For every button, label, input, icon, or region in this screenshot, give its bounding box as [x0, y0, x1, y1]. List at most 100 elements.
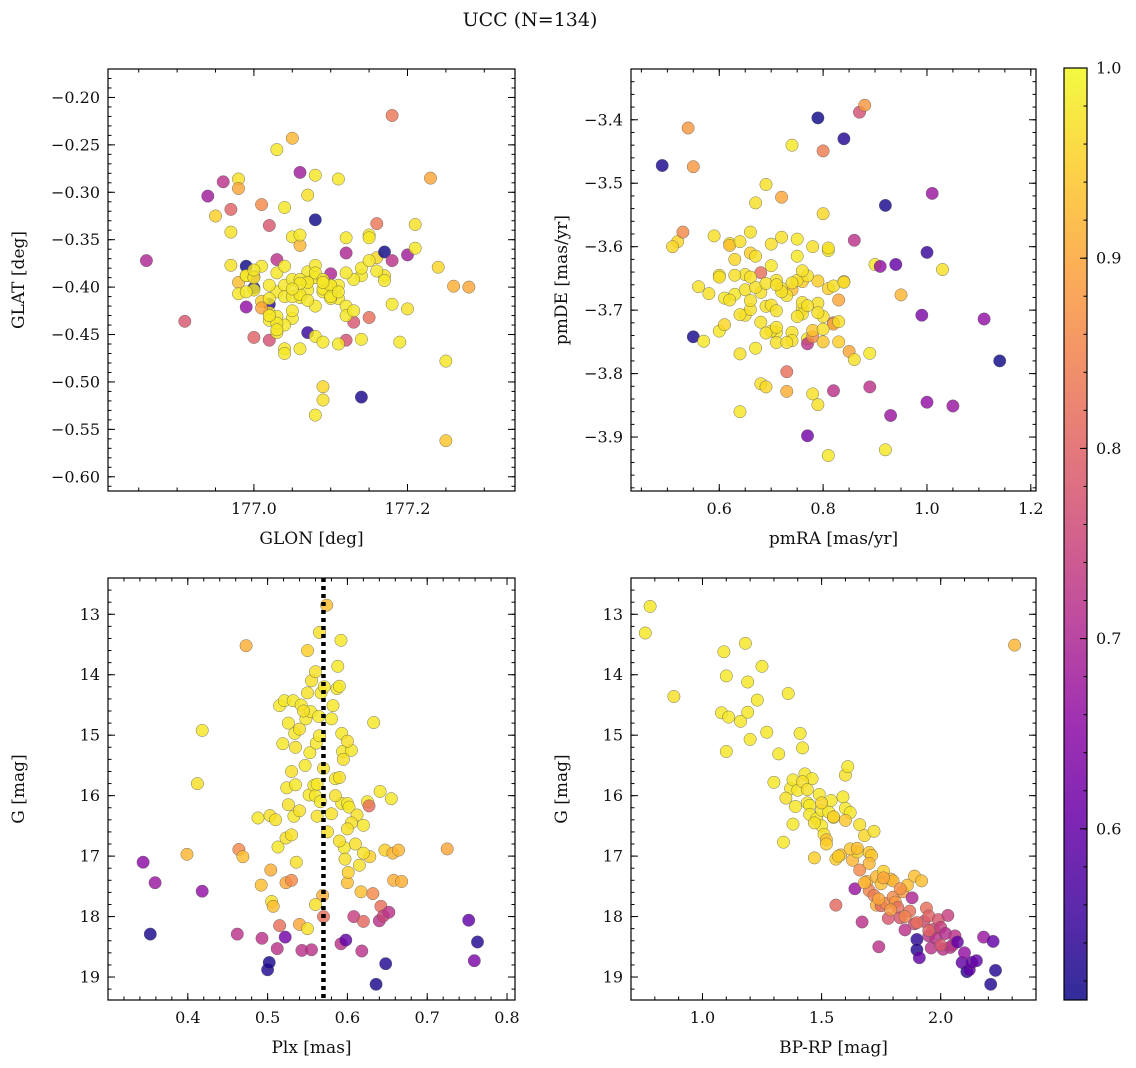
data-point: [879, 443, 892, 457]
data-point: [733, 308, 747, 321]
data-point: [408, 241, 422, 255]
data-point: [285, 873, 298, 887]
data-point: [273, 919, 286, 932]
data-point: [922, 924, 936, 937]
data-point: [707, 229, 721, 243]
data-point: [666, 240, 679, 254]
data-point: [325, 712, 338, 726]
data-point: [331, 285, 345, 299]
data-point: [946, 399, 960, 413]
data-point: [195, 884, 209, 898]
data-point: [339, 246, 353, 260]
data-point: [439, 434, 453, 448]
data-point: [780, 336, 794, 349]
x-tick-label: 177.0: [231, 499, 277, 518]
data-point: [811, 398, 825, 412]
x-axis-label: Plx [mas]: [271, 1038, 351, 1058]
data-point: [316, 335, 330, 349]
data-point: [795, 264, 809, 278]
axes-frame: [107, 577, 516, 1001]
data-point: [780, 384, 794, 398]
data-point: [255, 198, 269, 212]
data-point: [743, 733, 757, 746]
y-tick-label: 19: [603, 968, 623, 987]
data-point: [905, 891, 919, 905]
data-point: [289, 778, 302, 792]
x-tick-label: 1.2: [1018, 499, 1043, 518]
x-tick-label: 0.4: [175, 1008, 200, 1027]
data-point: [734, 714, 747, 728]
x-tick-label: 177.2: [385, 499, 431, 518]
data-point: [816, 335, 830, 349]
data-point: [195, 724, 209, 737]
data-point: [986, 935, 1000, 948]
data-point: [785, 138, 799, 152]
data-point: [281, 716, 295, 730]
data-point: [793, 727, 807, 740]
data-point: [837, 132, 851, 146]
axes-frame: [107, 68, 516, 492]
data-point: [395, 875, 409, 888]
data-point: [915, 874, 928, 888]
y-axis-label: GLAT [deg]: [9, 231, 29, 329]
y-tick-label: −0.50: [51, 372, 100, 391]
data-point: [139, 254, 153, 268]
data-point: [310, 809, 324, 823]
data-point: [759, 326, 773, 340]
data-point: [332, 679, 346, 693]
data-point: [853, 818, 867, 832]
data-point: [331, 337, 345, 351]
data-point: [285, 282, 299, 296]
data-point: [717, 645, 731, 659]
data-point: [293, 165, 307, 179]
axes-frame: [630, 577, 1037, 1001]
data-point: [143, 927, 157, 941]
data-point: [247, 263, 261, 277]
data-point: [285, 765, 298, 778]
data-point: [744, 294, 757, 307]
x-axis-label: pmRA [mas/yr]: [769, 529, 898, 549]
data-point: [789, 800, 802, 813]
data-point: [431, 260, 445, 274]
data-point: [362, 231, 376, 245]
data-point: [355, 944, 369, 958]
data-point: [339, 933, 353, 947]
data-point: [424, 171, 437, 185]
data-point: [800, 783, 814, 796]
data-point: [733, 405, 747, 419]
data-point: [293, 804, 306, 818]
data-point: [334, 633, 348, 647]
y-axis-label: pmDE [mas/yr]: [552, 215, 572, 345]
data-point: [270, 323, 284, 337]
data-point: [749, 196, 762, 210]
data-point: [920, 245, 934, 259]
data-point: [232, 182, 245, 195]
data-point: [462, 913, 476, 927]
data-point: [180, 847, 194, 861]
data-point: [264, 863, 278, 877]
data-point: [889, 258, 903, 271]
data-point: [760, 725, 774, 739]
data-point: [764, 237, 778, 251]
y-tick-label: 19: [80, 968, 100, 987]
data-point: [712, 270, 726, 284]
y-tick-label: 17: [80, 847, 100, 866]
y-tick-label: −0.55: [51, 420, 100, 439]
data-point: [850, 841, 864, 855]
y-tick-label: 15: [603, 726, 623, 745]
data-point: [744, 270, 757, 284]
y-tick-label: 18: [603, 907, 623, 926]
data-point: [993, 354, 1007, 368]
data-point: [780, 365, 794, 379]
data-point: [297, 704, 310, 718]
data-point: [369, 977, 383, 991]
data-point: [872, 940, 886, 954]
data-point: [744, 225, 757, 239]
data-point: [820, 837, 833, 851]
data-point: [912, 951, 926, 965]
data-point: [728, 268, 742, 282]
data-point: [385, 297, 399, 311]
scatter-points: [139, 109, 476, 448]
data-point: [316, 275, 330, 289]
data-point: [754, 315, 768, 329]
